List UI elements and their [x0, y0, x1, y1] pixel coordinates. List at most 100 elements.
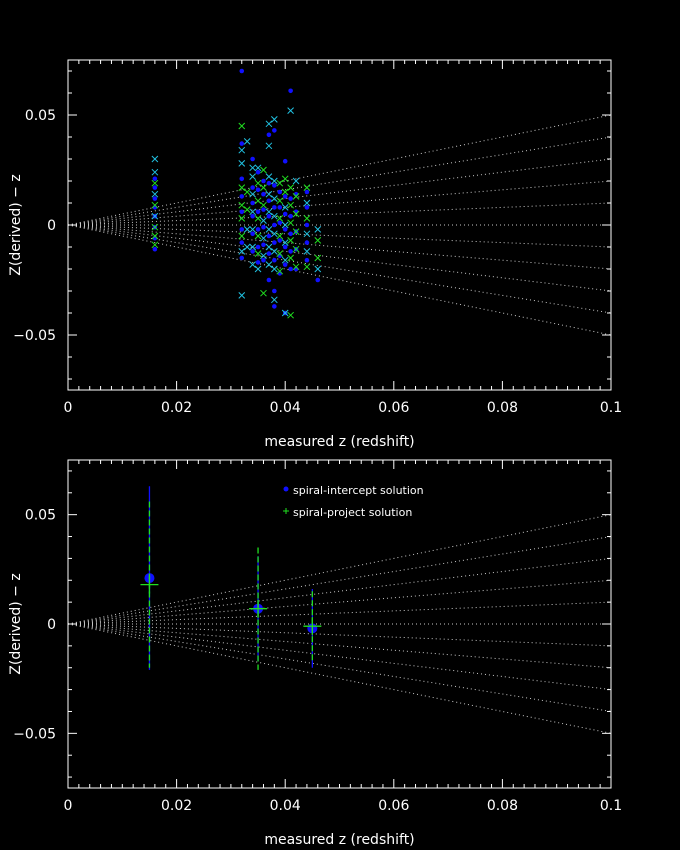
data-point [238, 122, 246, 130]
data-point [249, 226, 256, 233]
x-tick-label: 0.04 [270, 400, 301, 416]
data-point [249, 208, 256, 216]
x-tick-label: 0.1 [600, 798, 622, 814]
data-point [287, 184, 294, 191]
data-point [249, 243, 256, 251]
data-point [243, 188, 251, 196]
data-point [254, 197, 262, 205]
x-axis-label: measured z (redshift) [264, 434, 414, 450]
data-point [250, 249, 255, 254]
data-point [151, 179, 159, 187]
data-point [272, 240, 277, 245]
data-point [243, 138, 251, 145]
data-point [265, 243, 273, 251]
data-point [261, 257, 266, 263]
data-point [276, 179, 284, 187]
data-point [292, 245, 300, 253]
data-point [303, 230, 311, 238]
data-point [151, 190, 159, 198]
reference-line [67, 224, 612, 248]
data-point [276, 215, 284, 222]
reference-line [67, 224, 612, 270]
data-point [304, 257, 310, 263]
reference-line [67, 623, 612, 647]
reference-line [67, 579, 612, 625]
data-point [287, 107, 294, 114]
data-point [270, 212, 278, 220]
intercept-series [152, 68, 321, 316]
data-point [238, 292, 246, 299]
y-tick-label: −0.05 [13, 726, 56, 742]
data-point [277, 189, 283, 195]
data-point [288, 231, 293, 237]
data-point [152, 176, 158, 182]
data-point [239, 68, 245, 74]
data-point [238, 248, 246, 255]
reference-line [67, 623, 612, 734]
data-point [270, 116, 278, 123]
x-axis-label: measured z (redshift) [264, 832, 414, 848]
data-point [261, 191, 266, 197]
data-point [265, 190, 273, 198]
data-point [265, 142, 273, 150]
data-point [288, 213, 293, 219]
data-point [239, 176, 245, 182]
data-point [270, 177, 278, 185]
data-point [249, 599, 268, 618]
data-point [152, 196, 158, 201]
data-point [255, 260, 261, 265]
data-point [276, 232, 284, 240]
x-tick-label: 0.06 [378, 400, 409, 416]
data-point [314, 237, 322, 244]
data-point [272, 205, 277, 210]
data-point [249, 173, 256, 180]
data-point [238, 184, 246, 191]
data-point [249, 164, 256, 172]
data-point [249, 190, 256, 198]
data-point [260, 234, 267, 242]
data-point [288, 266, 293, 272]
data-point [254, 265, 262, 273]
data-point [314, 226, 322, 233]
data-point [260, 201, 267, 209]
data-point [265, 173, 273, 180]
legend: spiral-intercept solution spiral-project … [283, 484, 424, 519]
data-point [304, 205, 310, 210]
data-point [261, 178, 266, 184]
reference-line [67, 514, 612, 625]
data-point [303, 215, 311, 222]
y-tick-label: 0.05 [25, 108, 56, 124]
data-point [315, 277, 321, 283]
y-axis-label: Z(derived) − z [8, 573, 24, 674]
data-point [277, 238, 283, 243]
data-point [151, 155, 159, 163]
x-tick-label: 0 [64, 798, 73, 814]
data-point [238, 215, 246, 222]
data-point [303, 617, 322, 636]
data-point [255, 187, 261, 193]
data-point [250, 213, 255, 219]
data-point [151, 223, 159, 231]
data-point [266, 132, 272, 138]
data-point [292, 210, 300, 218]
data-point [261, 224, 266, 230]
data-point [238, 201, 246, 209]
reference-line [67, 180, 612, 226]
data-point [292, 177, 300, 185]
data-point [238, 146, 246, 154]
data-point [282, 244, 288, 250]
data-point [303, 263, 311, 271]
data-point [287, 237, 294, 244]
chart-panel-2: 0 0.02 0.04 0.06 0.08 0.1 −0.05 0 0.05 measured z… [8, 459, 622, 848]
plot-frame [67, 59, 612, 391]
data-point [276, 267, 284, 275]
x-tick-label: 0.04 [270, 798, 301, 814]
data-point [243, 243, 251, 251]
data-point [238, 232, 246, 240]
data-point [255, 209, 261, 215]
data-point [250, 185, 255, 190]
x-tick-label: 0.1 [600, 400, 622, 416]
data-point [255, 244, 261, 250]
legend-label: spiral-project solution [293, 506, 412, 519]
reference-line [67, 202, 612, 226]
